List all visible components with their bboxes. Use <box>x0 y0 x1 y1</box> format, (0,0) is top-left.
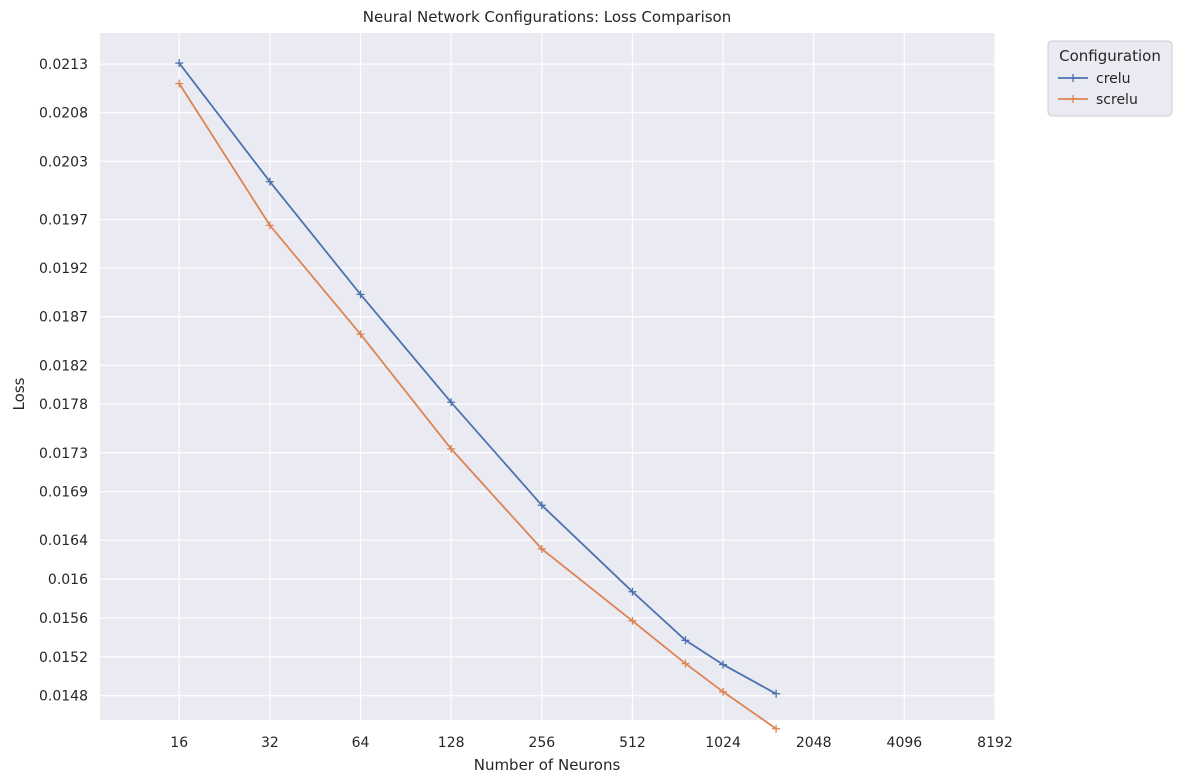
y-tick-label: 0.0213 <box>39 57 88 73</box>
y-tick-label: 0.0182 <box>39 358 88 374</box>
y-tick-label: 0.016 <box>48 572 88 588</box>
x-tick-label: 512 <box>619 735 646 751</box>
data-point-screlu <box>175 79 184 88</box>
x-tick-label: 1024 <box>705 735 741 751</box>
y-tick-label: 0.0169 <box>39 485 88 501</box>
data-point-crelu <box>772 689 781 698</box>
y-tick-labels: 0.0148 0.0152 0.0156 0.016 0.0164 0.0169 0.017… <box>39 57 88 705</box>
data-point-crelu <box>537 501 546 510</box>
y-tick-label: 0.0156 <box>39 611 88 627</box>
data-point-screlu <box>772 724 781 733</box>
x-tick-label: 32 <box>261 735 279 751</box>
y-tick-label: 0.0178 <box>39 397 88 413</box>
data-point-screlu <box>681 659 690 668</box>
x-tick-labels: 16 32 64 128 256 512 1024 2048 4096 8192 <box>170 735 1013 751</box>
chart-title: Neural Network Configurations: Loss Comp… <box>363 8 732 26</box>
x-tick-label: 16 <box>170 735 188 751</box>
y-axis-label: Loss <box>10 377 28 410</box>
series-markers <box>175 59 781 733</box>
x-tick-label: 2048 <box>796 735 832 751</box>
legend-item-screlu: screlu <box>1058 92 1138 108</box>
data-point-screlu <box>447 444 456 453</box>
data-point-crelu <box>719 660 728 669</box>
y-tick-label: 0.0152 <box>39 650 88 666</box>
y-tick-label: 0.0197 <box>39 213 88 229</box>
y-tick-label: 0.0208 <box>39 106 88 122</box>
data-point-crelu <box>447 398 456 407</box>
legend-label: crelu <box>1096 71 1131 87</box>
data-point-screlu <box>356 330 365 339</box>
y-tick-label: 0.0173 <box>39 446 88 462</box>
x-tick-label: 4096 <box>887 735 923 751</box>
y-tick-label: 0.0203 <box>39 154 88 170</box>
y-tick-label: 0.0192 <box>39 261 88 277</box>
x-tick-label: 256 <box>528 735 555 751</box>
data-point-screlu <box>537 544 546 553</box>
legend-item-crelu: crelu <box>1058 71 1131 87</box>
data-point-screlu <box>719 687 728 696</box>
y-tick-label: 0.0164 <box>39 533 88 549</box>
x-tick-label: 64 <box>352 735 370 751</box>
data-point-crelu <box>356 290 365 299</box>
x-axis-label: Number of Neurons <box>474 756 621 774</box>
legend: Configuration crelu screlu <box>1047 40 1173 117</box>
gridlines <box>100 33 996 720</box>
data-point-screlu <box>265 221 274 230</box>
y-tick-label: 0.0187 <box>39 310 88 326</box>
data-point-crelu <box>175 59 184 68</box>
x-tick-label: 8192 <box>977 735 1013 751</box>
x-tick-label: 128 <box>438 735 465 751</box>
data-point-screlu <box>628 616 637 625</box>
y-tick-label: 0.0148 <box>39 689 88 705</box>
data-point-crelu <box>265 177 274 186</box>
plot-area <box>100 33 995 720</box>
data-point-crelu <box>628 587 637 596</box>
legend-box <box>1047 40 1173 117</box>
legend-label: screlu <box>1096 92 1138 108</box>
data-point-crelu <box>681 636 690 645</box>
legend-title: Configuration <box>1059 47 1161 65</box>
